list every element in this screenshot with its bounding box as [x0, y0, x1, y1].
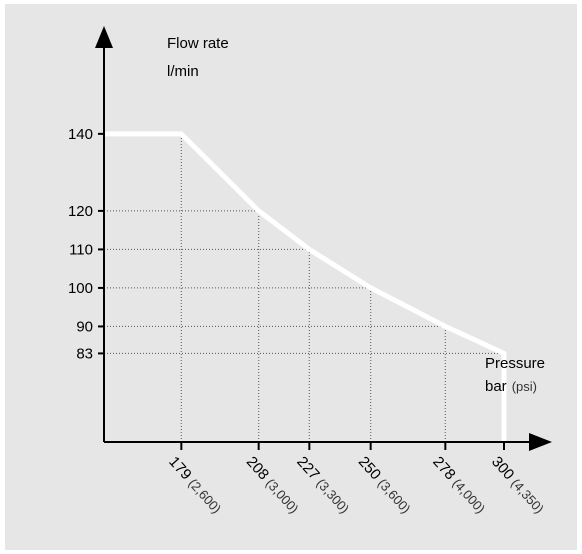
y-axis-title-line1: Flow rate	[167, 35, 229, 52]
grid-guides	[104, 133, 504, 442]
y-tick-label-100: 100	[68, 280, 93, 297]
x-axis-title-line1: Pressure	[485, 355, 545, 372]
x-axis-secondary-unit: (psi)	[512, 379, 537, 394]
y-axis-title-line2: l/min	[167, 63, 199, 80]
y-axis-arrowhead	[95, 26, 113, 48]
y-tick-label-140: 140	[68, 126, 93, 143]
y-tick-label-90: 90	[76, 318, 93, 335]
x-axis-unit: bar	[485, 378, 507, 395]
x-axis-arrowhead	[529, 433, 552, 451]
chart-background	[5, 4, 577, 550]
y-axis-ticks: 83 90 100 110 120 140	[68, 126, 104, 362]
flow-curve-series	[104, 131, 507, 442]
y-tick-label-120: 120	[68, 203, 93, 220]
y-tick-label-83: 83	[76, 345, 93, 362]
x-axis-title-line2: bar (psi)	[485, 378, 537, 395]
y-tick-label-110: 110	[69, 241, 93, 258]
